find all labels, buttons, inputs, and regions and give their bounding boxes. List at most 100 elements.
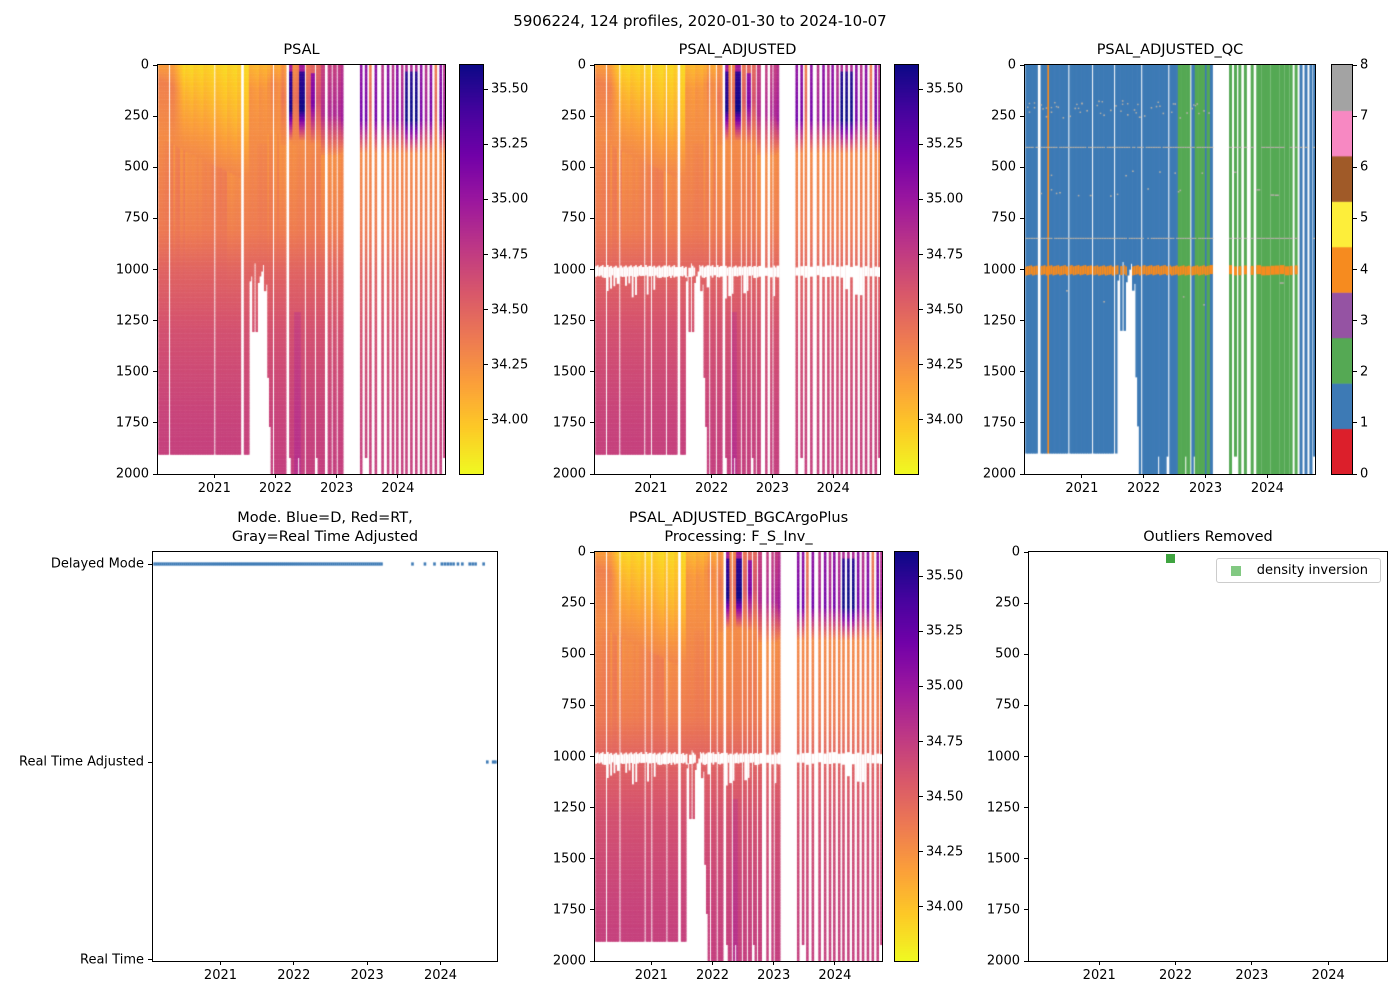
panel-psal-adjusted-title-text: PSAL_ADJUSTED: [678, 42, 797, 59]
panel-outliers-removed: Outliers Removed density inversion: [1028, 529, 1388, 962]
y-tick-label: 1000: [552, 262, 586, 277]
tick-mark: [1353, 269, 1357, 270]
x-tick-label: 2022: [695, 968, 730, 983]
tick-mark: [1353, 166, 1357, 168]
x-tick-label: 2022: [1127, 481, 1161, 496]
tick-mark: [590, 115, 594, 117]
tick-mark: [153, 473, 157, 475]
tick-mark: [650, 961, 652, 965]
y-tick-label: 750: [561, 697, 586, 713]
tick-mark: [1327, 961, 1329, 965]
tick-mark: [590, 269, 594, 270]
panel-outliers-title-text: Outliers Removed: [1143, 529, 1273, 546]
panel-outliers-title: Outliers Removed: [1143, 528, 1272, 547]
tick-mark: [1024, 602, 1028, 604]
x-tick-label: 2024: [1250, 481, 1284, 496]
y-tick-label: 0: [577, 544, 586, 560]
tick-mark: [590, 602, 594, 604]
y-tick-label: 250: [561, 108, 586, 124]
colorbar-tick-label: 34.25: [491, 357, 529, 373]
y-tick-label: 0: [140, 57, 149, 73]
x-tick-label: 2024: [816, 481, 850, 496]
tick-mark: [590, 858, 594, 860]
x-tick-label: 2021: [197, 481, 231, 496]
tick-mark: [484, 198, 488, 200]
x-tick-label: 2024: [818, 968, 852, 983]
colorbar-tick-label: 35.50: [926, 568, 964, 584]
tick-mark: [1020, 422, 1024, 424]
qc-colorbar: [1331, 64, 1353, 475]
tick-mark: [1143, 474, 1145, 478]
colorbar-tick-label: 34.50: [926, 302, 964, 318]
tick-mark: [711, 474, 713, 478]
colorbar-tick-label: 34.00: [926, 412, 964, 428]
psal-adjusted-colorbar: [894, 64, 919, 475]
y-tick-label: 1500: [552, 851, 586, 867]
colorbar-tick-label: 35.00: [491, 191, 529, 207]
tick-mark: [484, 143, 488, 145]
tick-mark: [484, 309, 488, 311]
x-tick-label: 2022: [695, 481, 729, 496]
panel-psal: PSAL: [157, 42, 446, 475]
psal-adjusted-heatmap-canvas: [595, 65, 880, 474]
tick-mark: [711, 961, 713, 965]
y-tick-label: 500: [995, 646, 1020, 662]
tick-mark: [1020, 371, 1024, 373]
y-tick-label: 1500: [982, 364, 1016, 380]
tick-mark: [1205, 474, 1207, 478]
x-tick-label: 2023: [350, 968, 384, 983]
tick-mark: [919, 143, 923, 145]
bgc-heatmap-canvas: [595, 552, 882, 961]
panel-mode-title-line2: Gray=Real Time Adjusted: [231, 529, 419, 546]
tick-mark: [832, 474, 834, 478]
tick-mark: [274, 474, 276, 478]
x-tick-label: 2021: [1082, 968, 1116, 983]
panel-mode-title-line1: Mode. Blue=D, Red=RT,: [237, 510, 413, 527]
x-tick-label: 2021: [1065, 481, 1099, 496]
tick-mark: [153, 422, 157, 424]
tick-mark: [153, 217, 157, 219]
y-tick-label: 500: [561, 159, 586, 175]
tick-mark: [1024, 704, 1028, 706]
y-tick-label: 2000: [986, 953, 1020, 969]
y-tick-label: 1250: [982, 313, 1016, 329]
mode-y-tick-label: Delayed Mode: [50, 556, 144, 572]
tick-mark: [1024, 551, 1028, 553]
y-tick-label: 0: [577, 57, 586, 73]
y-tick-label: 1750: [986, 902, 1020, 918]
tick-mark: [590, 756, 594, 757]
tick-mark: [919, 88, 923, 90]
tick-mark: [153, 269, 157, 270]
y-tick-label: 1250: [552, 313, 586, 329]
colorbar-tick-label: 35.50: [926, 81, 964, 97]
tick-mark: [148, 959, 152, 960]
tick-mark: [590, 960, 594, 962]
qc-colorbar-tick-label: 3: [1360, 313, 1369, 329]
colorbar-tick-label: 34.75: [491, 247, 529, 263]
tick-mark: [1024, 756, 1028, 757]
x-tick-label: 2024: [423, 968, 458, 983]
qc-colorbar-tick-label: 2: [1360, 364, 1369, 380]
colorbar-tick-label: 35.25: [491, 136, 529, 152]
colorbar-tick-label: 35.25: [926, 623, 964, 639]
qc-colorbar-canvas: [1332, 65, 1352, 474]
tick-mark: [1081, 474, 1083, 478]
tick-mark: [153, 64, 157, 66]
qc-heatmap-canvas: [1025, 65, 1315, 474]
tick-mark: [366, 961, 368, 965]
tick-mark: [590, 217, 594, 219]
tick-mark: [919, 254, 923, 256]
tick-mark: [919, 198, 923, 200]
y-tick-label: 2000: [552, 953, 586, 969]
panel-psal-adjusted: PSAL_ADJUSTED: [594, 42, 881, 475]
tick-mark: [1020, 269, 1024, 270]
density-inversion-point: [1166, 554, 1176, 564]
tick-mark: [1251, 961, 1253, 965]
tick-mark: [1353, 115, 1357, 117]
x-tick-label: 2024: [1311, 968, 1345, 983]
tick-mark: [1020, 217, 1024, 219]
x-tick-label: 2023: [757, 968, 791, 983]
y-tick-label: 1250: [986, 800, 1020, 816]
tick-mark: [590, 551, 594, 553]
x-tick-label: 2022: [1159, 968, 1193, 983]
